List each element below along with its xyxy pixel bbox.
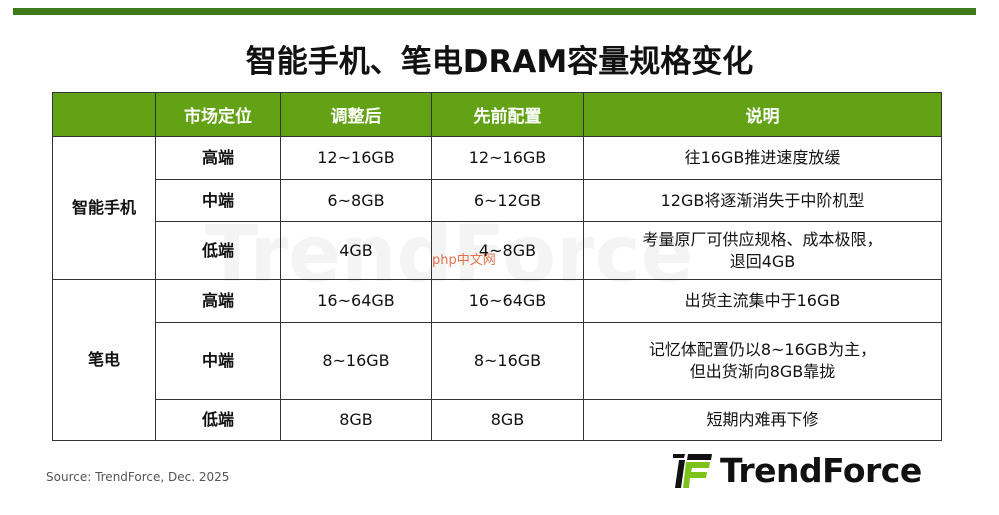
page-title: 智能手机、笔电DRAM容量规格变化 (245, 44, 754, 80)
note-cell: 出货主流集中于16GB (583, 279, 942, 323)
adjusted-cell: 8GB (280, 399, 432, 441)
previous-cell: 12~16GB (431, 136, 584, 180)
top-accent-bar (13, 8, 976, 15)
note-line: 短期内难再下修 (706, 410, 819, 429)
header-cell: 市场定位 (155, 92, 281, 137)
group-cell: 笔电 (52, 279, 156, 441)
logo-text: TrendForce (720, 450, 922, 490)
adjusted-cell: 8~16GB (280, 322, 432, 400)
site-watermark: php中文网 (432, 253, 496, 268)
note-line: 往16GB推进速度放缓 (684, 148, 841, 167)
adjusted-cell: 6~8GB (280, 179, 432, 222)
header-cell: 先前配置 (431, 92, 584, 137)
table-row: 笔电 高端 16~64GB 16~64GB 出货主流集中于16GB (52, 279, 942, 441)
note-cell: 12GB将逐渐消失于中阶机型 (583, 179, 942, 222)
position-cell: 低端 (155, 221, 281, 280)
position-cell: 中端 (155, 322, 281, 400)
position-cell: 中端 (155, 179, 281, 222)
previous-cell: 4~8GB (431, 221, 584, 280)
adjusted-cell: 4GB (280, 221, 432, 280)
group-cell: 智能手机 (52, 136, 156, 280)
header-cell (52, 92, 156, 137)
previous-cell: 8~16GB (431, 322, 584, 400)
note-cell: 考量原厂可供应规格、成本极限， 退回4GB (583, 221, 942, 280)
position-cell: 高端 (155, 279, 281, 323)
trendforce-logo-icon (673, 454, 712, 488)
trendforce-logo: TrendForce (670, 450, 922, 490)
previous-cell: 16~64GB (431, 279, 584, 323)
dram-spec-table: 市场定位 调整后 先前配置 说明 智能手机 高端 12~16GB 12~16GB 往16… (52, 92, 942, 441)
note-line: 出货主流集中于16GB (684, 291, 841, 310)
adjusted-cell: 12~16GB (280, 136, 432, 180)
note-line: 考量原厂可供应规格、成本极限， (642, 229, 883, 249)
table-row: 中端 8~16GB 8~16GB 记忆体配置仍以8~16GB为主， 但出货渐向8GB靠拢 (53, 322, 942, 400)
position-cell: 高端 (155, 136, 281, 180)
source-note: Source: TrendForce, Dec. 2025 (46, 470, 230, 484)
position-cell: 低端 (155, 399, 281, 441)
note-line: 12GB将逐渐消失于中阶机型 (660, 190, 865, 210)
table-row: 智能手机 高端 12~16GB 12~16GB 往16GB推进速度放缓 (52, 136, 942, 280)
header-cell: 调整后 (280, 92, 432, 137)
note-cell: 记忆体配置仍以8~16GB为主， 但出货渐向8GB靠拢 (583, 322, 942, 400)
table-row: 低端 4GB 4~8GB 考量原厂可供应规格、成本极限， 退回4GB (53, 221, 942, 280)
adjusted-cell: 16~64GB (280, 279, 432, 323)
note-line: 但出货渐向8GB靠拢 (689, 362, 836, 381)
table-row: 低端 8GB 8GB 短期内难再下修 (53, 399, 942, 441)
note-cell: 往16GB推进速度放缓 (583, 136, 942, 180)
table-header-row: 市场定位 调整后 先前配置 说明 (52, 92, 942, 137)
note-cell: 短期内难再下修 (583, 399, 942, 441)
header-cell: 说明 (583, 92, 942, 137)
table-row: 中端 6~8GB 6~12GB 12GB将逐渐消失于中阶机型 (53, 179, 942, 222)
previous-cell: 6~12GB (431, 179, 584, 222)
previous-cell: 8GB (431, 399, 584, 441)
note-line: 记忆体配置仍以8~16GB为主， (648, 340, 877, 359)
note-line: 退回4GB (729, 251, 796, 271)
